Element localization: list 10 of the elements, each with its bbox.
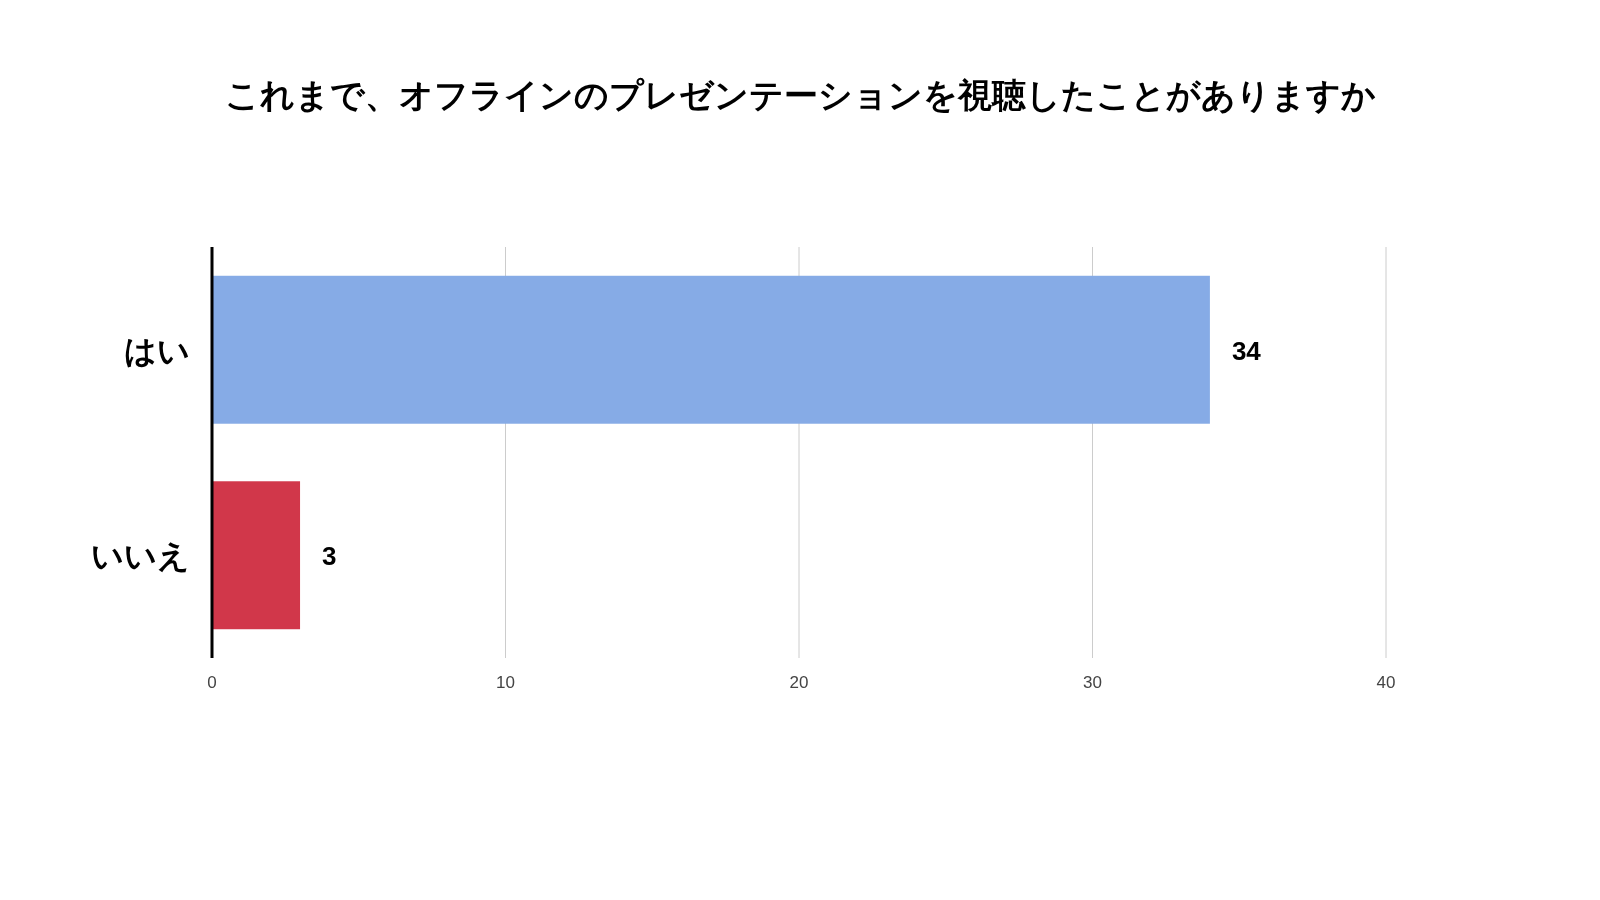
y-tick-label: はい xyxy=(124,332,190,369)
y-tick-label: いいえ xyxy=(91,538,190,575)
data-label: 34 xyxy=(1231,335,1262,366)
data-label: 3 xyxy=(322,541,337,572)
x-tick-label: 0 xyxy=(207,673,217,692)
chart-title: これまで、オフラインのプレゼンテーションを視聴したことがありますか xyxy=(224,76,1376,114)
x-tick-label: 40 xyxy=(1376,673,1396,692)
x-tick-label: 30 xyxy=(1083,673,1102,692)
x-tick-label: 20 xyxy=(789,673,809,692)
x-tick-label: 10 xyxy=(496,673,515,692)
